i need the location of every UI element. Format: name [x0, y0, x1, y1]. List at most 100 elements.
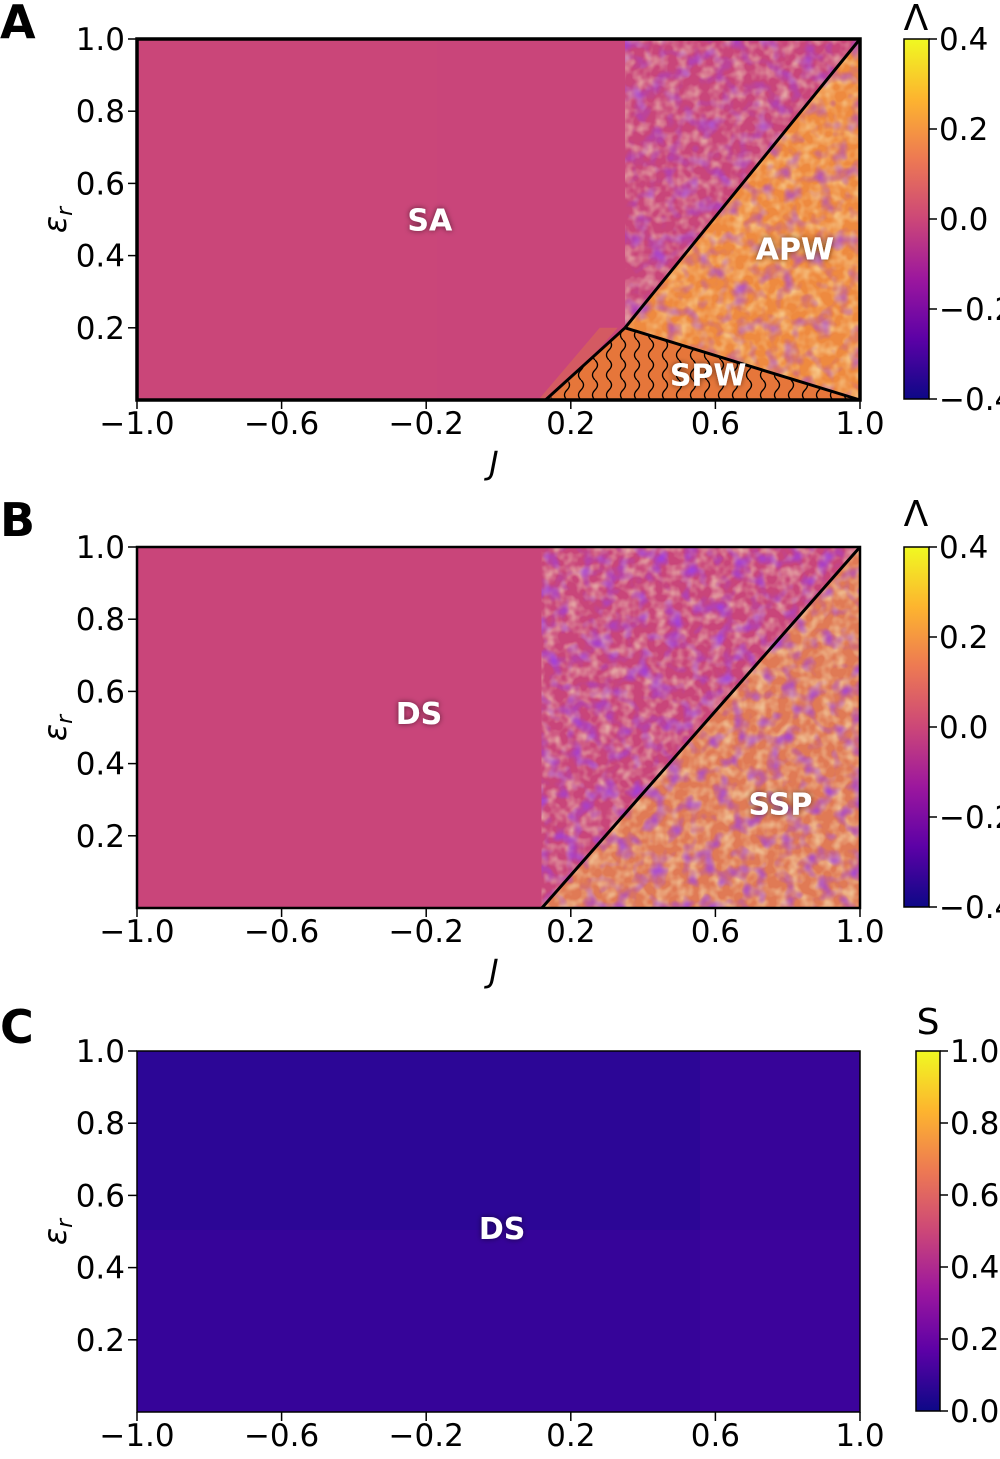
- phase-boundary-line: [544, 326, 627, 402]
- y-tick-label: 0.2: [76, 311, 125, 347]
- phase-boundary-line: [540, 546, 862, 909]
- region-label-ssp: SSP: [749, 787, 813, 822]
- colorbar-tick-label: 0.2: [950, 1322, 999, 1358]
- colorbar-tick-label: 0.0: [939, 202, 988, 238]
- panel-b-y-ticks: 0.2 0.4 0.6 0.8 1.0: [76, 530, 137, 855]
- panel-b-letter: B: [0, 493, 35, 547]
- panel-c-frame: [136, 1050, 861, 1413]
- y-tick-label: 0.4: [76, 1251, 125, 1287]
- panel-c-right-tint: [700, 1051, 860, 1412]
- region-label-ds: DS: [479, 1212, 526, 1247]
- colorbar-tick-label: 1.0: [950, 1034, 999, 1070]
- x-tick-label: 0.6: [691, 914, 740, 950]
- region-label-ds: DS: [396, 697, 443, 732]
- panel-a-region-labels: SA APW SPW: [407, 204, 834, 394]
- y-tick-label: 0.8: [76, 1106, 125, 1142]
- colorbar-tick-label: −0.4: [939, 890, 1000, 926]
- panel-b-xlabel: J: [483, 952, 498, 990]
- x-tick-label: 0.2: [546, 1418, 595, 1454]
- spw-hatch: [545, 327, 860, 400]
- colorbar-tick-label: 0.0: [950, 1394, 999, 1430]
- colorbar-tick-label: −0.2: [939, 800, 1000, 836]
- apw-dark-speckle: [625, 39, 860, 400]
- panel-a-ylabel: εr: [36, 205, 78, 233]
- phase-boundary-line: [623, 38, 862, 329]
- panel-b-colorbar-gradient: [903, 546, 930, 908]
- x-tick-label: −0.6: [244, 914, 319, 950]
- y-tick-label: 1.0: [76, 1034, 125, 1070]
- panel-a-phase-boundaries: [544, 38, 862, 402]
- region-label-apw: APW: [756, 232, 834, 267]
- y-tick-label: 0.8: [76, 94, 125, 130]
- y-tick-label: 0.6: [76, 1178, 125, 1214]
- panel-b-ylabel: εr: [36, 713, 78, 741]
- panel-b-frame: [135, 545, 862, 910]
- panel-b-ylabel-main: ε: [36, 724, 74, 741]
- panel-b-region-labels: DS SSP: [396, 697, 813, 822]
- panel-c-colorbar-ticks: 0.0 0.2 0.4 0.6 0.8 1.0: [940, 1034, 999, 1430]
- x-tick-label: 0.2: [546, 406, 595, 442]
- panel-a-left-tint: [137, 39, 437, 400]
- y-tick-label: 1.0: [76, 530, 125, 566]
- panel-b-colorbar: −0.4 −0.2 0.0 0.2 0.4 Λ: [903, 494, 1000, 926]
- panel-c-colorbar-gradient: [915, 1050, 941, 1412]
- colorbar-tick-label: 0.8: [950, 1106, 999, 1142]
- panel-c-colorbar-title: S: [917, 1002, 940, 1043]
- x-tick-label: −1.0: [99, 406, 174, 442]
- x-tick-label: −0.6: [244, 406, 319, 442]
- panel-a-frame: [135, 37, 862, 402]
- colorbar-tick-label: 0.4: [950, 1250, 999, 1286]
- panel-a-colorbar-gradient: [903, 38, 930, 400]
- panel-c-x-ticks: −1.0 −0.6 −0.2 0.2 0.6 1.0: [99, 1412, 885, 1454]
- colorbar-tick-label: 0.0: [939, 710, 988, 746]
- y-tick-label: 0.2: [76, 819, 125, 855]
- y-tick-label: 0.6: [76, 674, 125, 710]
- panel-b-x-ticks: −1.0 −0.6 −0.2 0.2 0.6 1.0: [99, 908, 885, 950]
- y-tick-label: 0.8: [76, 602, 125, 638]
- panel-c-heatmap: [137, 1051, 860, 1412]
- x-tick-label: 1.0: [835, 914, 884, 950]
- x-tick-label: 0.2: [546, 914, 595, 950]
- x-tick-label: 1.0: [835, 406, 884, 442]
- colorbar-tick-label: 0.4: [939, 22, 988, 58]
- panel-c-colorbar: 0.0 0.2 0.4 0.6 0.8 1.0 S: [915, 1002, 999, 1430]
- x-tick-label: 0.6: [691, 406, 740, 442]
- colorbar-tick-label: 0.4: [939, 530, 988, 566]
- panel-c-letter: C: [0, 1000, 34, 1054]
- panel-c-ylabel-main: ε: [36, 1228, 74, 1245]
- panel-b-colorbar-ticks: −0.4 −0.2 0.0 0.2 0.4: [929, 530, 1000, 926]
- panel-b-phase-boundaries: [540, 546, 862, 909]
- panel-a-xlabel: J: [483, 444, 498, 482]
- x-tick-label: −0.2: [389, 406, 464, 442]
- panel-a-letter: A: [0, 0, 36, 49]
- panel-c-ylabel: εr: [36, 1217, 78, 1245]
- y-tick-label: 0.2: [76, 1323, 125, 1359]
- x-tick-label: −0.6: [244, 1418, 319, 1454]
- region-label-sa: SA: [407, 204, 453, 239]
- panel-a-ylabel-main: ε: [36, 216, 74, 233]
- x-tick-label: −1.0: [99, 914, 174, 950]
- onset-glow: [538, 327, 618, 400]
- y-tick-label: 0.6: [76, 166, 125, 202]
- x-tick-label: −1.0: [99, 1418, 174, 1454]
- colorbar-tick-label: −0.4: [939, 382, 1000, 418]
- panel-c-lower-tint: [137, 1230, 860, 1412]
- colorbar-tick-label: 0.2: [939, 112, 988, 148]
- panel-b: B −1.0 −0.6 −0.2 0.2 0.6 1.0 0.20.40.60.81.0 …: [0, 493, 1000, 990]
- colorbar-tick-label: 0.2: [939, 620, 988, 656]
- panel-c-y-ticks: 0.2 0.4 0.6 0.8 1.0: [76, 1034, 137, 1359]
- panel-b-ylabel-sub: r: [53, 713, 78, 724]
- panel-a-colorbar-ticks: −0.4 −0.2 0.0 0.2 0.4: [929, 22, 1000, 418]
- x-tick-label: 1.0: [835, 1418, 884, 1454]
- panel-a: A −1.0 −0.6 −0.2 0.2 0.6 1.0 0.20.40.60.81.0 …: [0, 0, 1000, 482]
- panel-b-heatmap: [137, 547, 860, 908]
- colorbar-tick-label: −0.2: [939, 292, 1000, 328]
- y-tick-label: 0.4: [76, 747, 125, 783]
- panel-c-region-labels: DS: [479, 1212, 526, 1247]
- panel-a-ylabel-sub: r: [53, 205, 78, 216]
- x-tick-label: −0.2: [389, 1418, 464, 1454]
- phase-boundary-line: [624, 326, 861, 402]
- region-label-spw: SPW: [670, 359, 747, 394]
- panel-a-x-ticks: −1.0 −0.6 −0.2 0.2 0.6 1.0: [99, 400, 885, 442]
